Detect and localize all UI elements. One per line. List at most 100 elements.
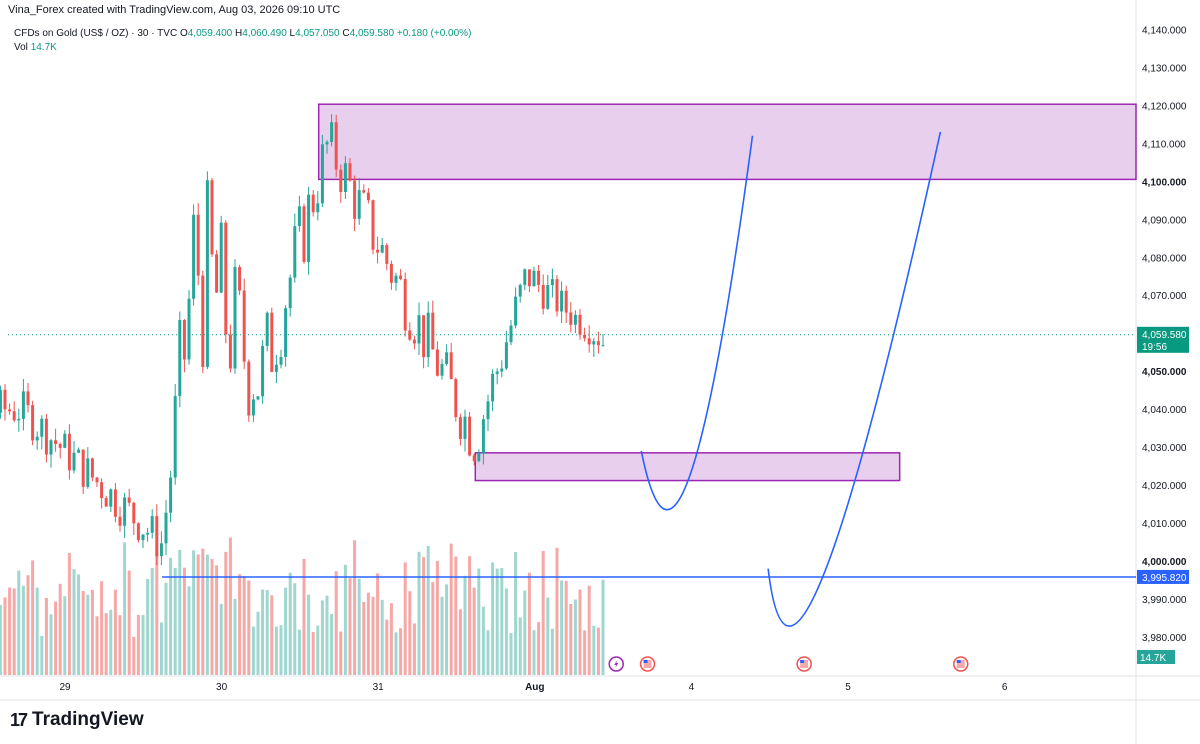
ohlc-row: CFDs on Gold (US$ / OZ) · 30 · TVC O4,05… (14, 27, 471, 41)
candle-body (389, 263, 393, 283)
candle-body (54, 440, 58, 445)
volume-bar (44, 597, 48, 675)
candle-body (40, 418, 44, 437)
volume-bar (463, 575, 467, 675)
y-tick-label: 4,140.000 (1142, 25, 1187, 36)
volume-bar (334, 571, 338, 675)
volume-bar (408, 591, 412, 675)
volume-bar (247, 580, 251, 675)
close-key: C (342, 28, 350, 39)
tradingview-logo-icon: 17 (10, 709, 28, 730)
candle-body (468, 416, 472, 456)
open-key: O (179, 28, 188, 39)
volume-bar (3, 597, 7, 675)
y-tick-label: 4,110.000 (1142, 139, 1186, 150)
us-flag-icon-ring (953, 656, 969, 672)
candle-body (141, 534, 145, 541)
volume-bar (164, 582, 168, 675)
volume-bar (449, 543, 453, 675)
candle-body (233, 267, 237, 369)
candle-body (380, 245, 384, 253)
candle-body (362, 190, 366, 193)
candle-body (95, 477, 99, 483)
last-price-label: 4,059.580 (1142, 330, 1187, 341)
volume-bar (72, 569, 76, 675)
candle-body (518, 284, 522, 297)
y-tick-label: 4,120.000 (1142, 101, 1187, 112)
volume-bar (54, 601, 58, 675)
candle-body (339, 169, 343, 192)
candle-body (155, 516, 159, 557)
candle-body (123, 497, 127, 526)
candle-body (215, 254, 219, 293)
candle-body (178, 319, 182, 397)
candle-body (192, 214, 196, 299)
volume-bar (541, 551, 545, 675)
candle-body (601, 345, 605, 347)
candle-body (247, 361, 251, 416)
volume-bar (403, 562, 407, 675)
candle-body (458, 417, 462, 439)
candle-body (583, 334, 587, 339)
candle-body (403, 278, 407, 331)
volume-bar (357, 578, 361, 675)
volume-bar (210, 558, 214, 675)
candle-body (3, 389, 7, 410)
candle-body (472, 455, 476, 462)
candle-body (0, 389, 2, 413)
candle-body (334, 122, 338, 170)
candle-body (35, 436, 39, 441)
candle-body (560, 290, 564, 312)
volume-bar (445, 584, 449, 675)
volume-bar (366, 592, 370, 675)
volume-bar (132, 636, 136, 675)
candle-body (550, 279, 554, 286)
volume-bar (12, 588, 16, 675)
symbol-label[interactable]: CFDs on Gold (US$ / OZ) · 30 · TVC (14, 28, 178, 39)
volume-bar (514, 551, 518, 675)
volume-bar (500, 568, 504, 675)
candle-body (500, 368, 504, 372)
volume-bar (311, 632, 315, 675)
volume-bar (550, 628, 554, 675)
volume-bar (426, 545, 430, 675)
volume-bar (228, 537, 232, 675)
candle-body (132, 502, 136, 524)
volume-bar (0, 604, 2, 675)
open-value: 4,059.400 (187, 28, 233, 39)
volume-bar (256, 611, 260, 675)
candle-body (504, 342, 508, 369)
volume-bar (316, 625, 320, 675)
chart-legend: CFDs on Gold (US$ / OZ) · 30 · TVC O4,05… (14, 27, 471, 55)
candle-body (366, 192, 370, 201)
volume-bar (270, 595, 274, 675)
candle-body (44, 418, 48, 455)
candle-body (164, 512, 168, 544)
last-price-tag (1137, 326, 1189, 353)
volume-bar (523, 590, 527, 675)
volume-bar (113, 589, 117, 675)
volume-bar (288, 572, 292, 675)
candle-body (316, 203, 320, 213)
candle-body (578, 314, 582, 335)
volume-bar (182, 567, 186, 675)
x-tick-label: 5 (845, 682, 851, 693)
candle-body (537, 270, 541, 285)
volume-bar (491, 562, 495, 675)
change-value: +0.180 (+0.00%) (396, 28, 472, 39)
candle-body (426, 312, 430, 358)
candle-body (104, 498, 108, 507)
volume-bar (67, 553, 71, 675)
tradingview-brand: 17 TradingView (10, 709, 144, 731)
x-tick-label: 4 (689, 682, 695, 693)
close-value: 4,059.580 (349, 28, 395, 39)
x-tick-label: Aug (525, 682, 544, 693)
candle-body (265, 312, 269, 346)
volume-row: Vol 14.7K (14, 41, 471, 55)
candle-body (376, 249, 380, 253)
x-tick-label: 30 (216, 682, 228, 693)
volume-bar (40, 635, 44, 675)
candle-body (330, 122, 334, 142)
candle-body (201, 275, 205, 368)
